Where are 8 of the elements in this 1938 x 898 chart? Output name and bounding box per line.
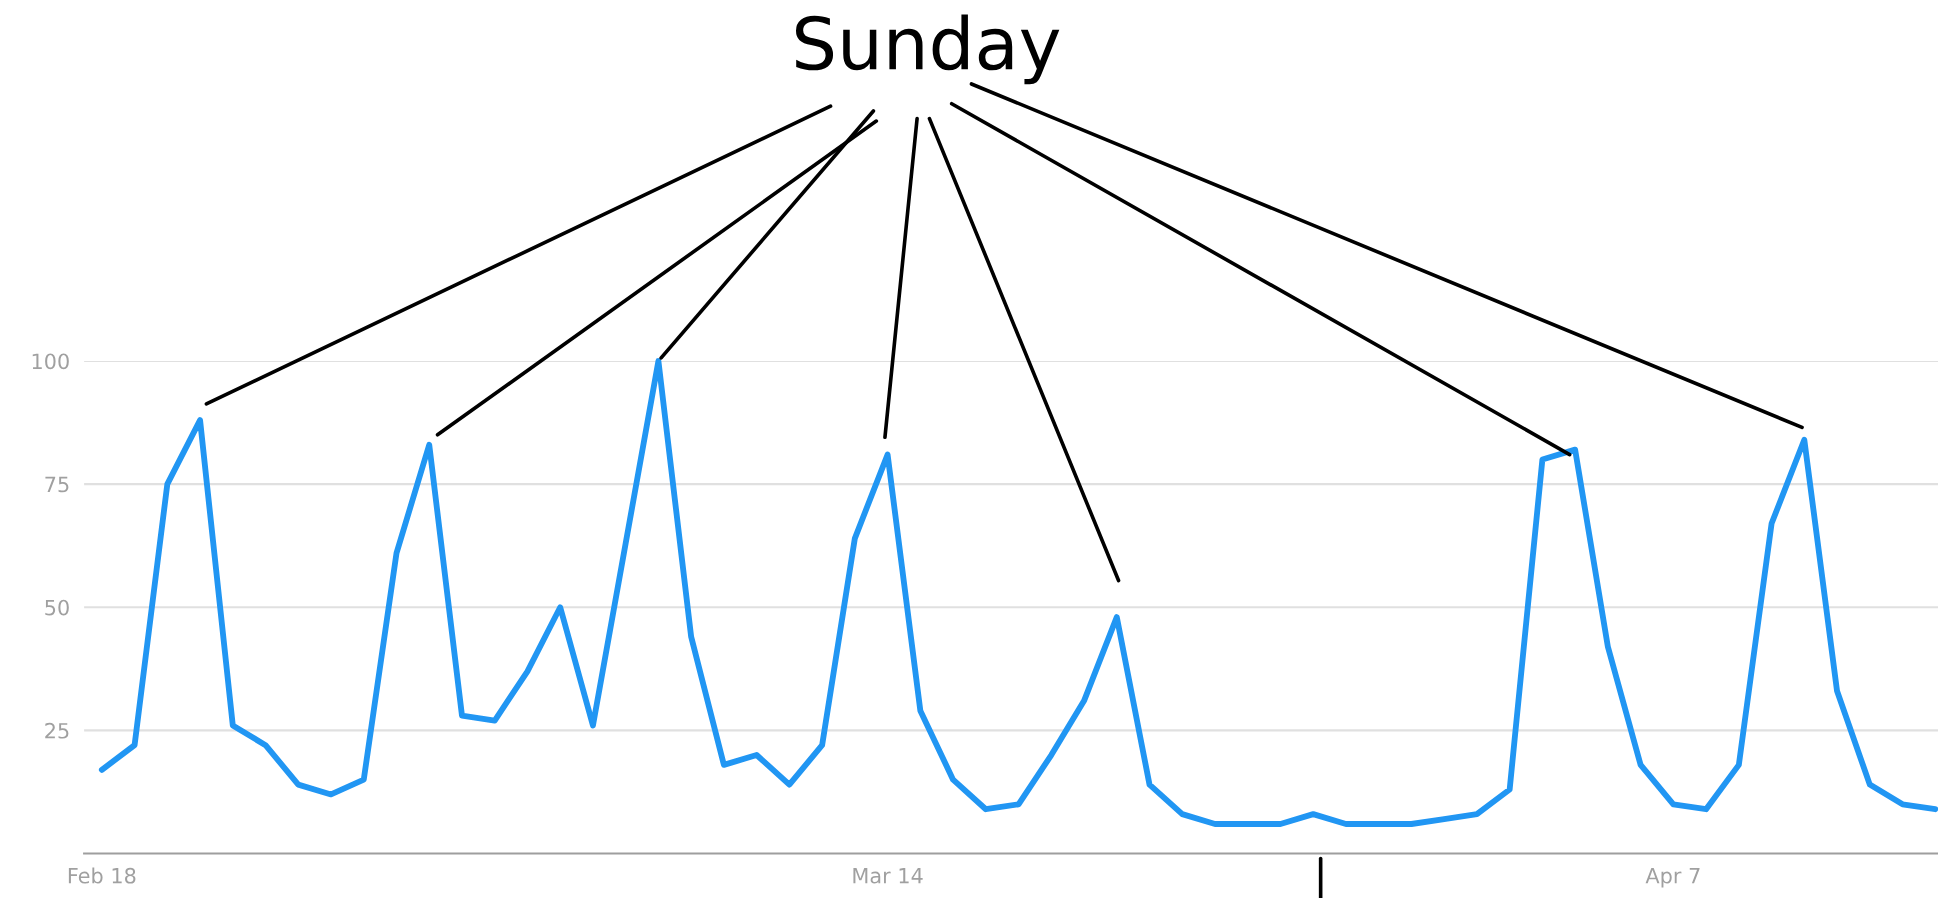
x-tick-label: Apr 7 <box>1645 868 1700 888</box>
y-tick-label: 100 <box>32 353 69 370</box>
annotation: Sunday <box>796 14 1060 85</box>
y-tick-label: 50 <box>45 599 69 616</box>
y-tick-label: 75 <box>45 476 69 493</box>
x-tick-label: Feb 18 <box>68 867 136 884</box>
x-tick-label: Mar 14 <box>853 868 923 884</box>
y-tick-label: 25 <box>45 722 69 739</box>
